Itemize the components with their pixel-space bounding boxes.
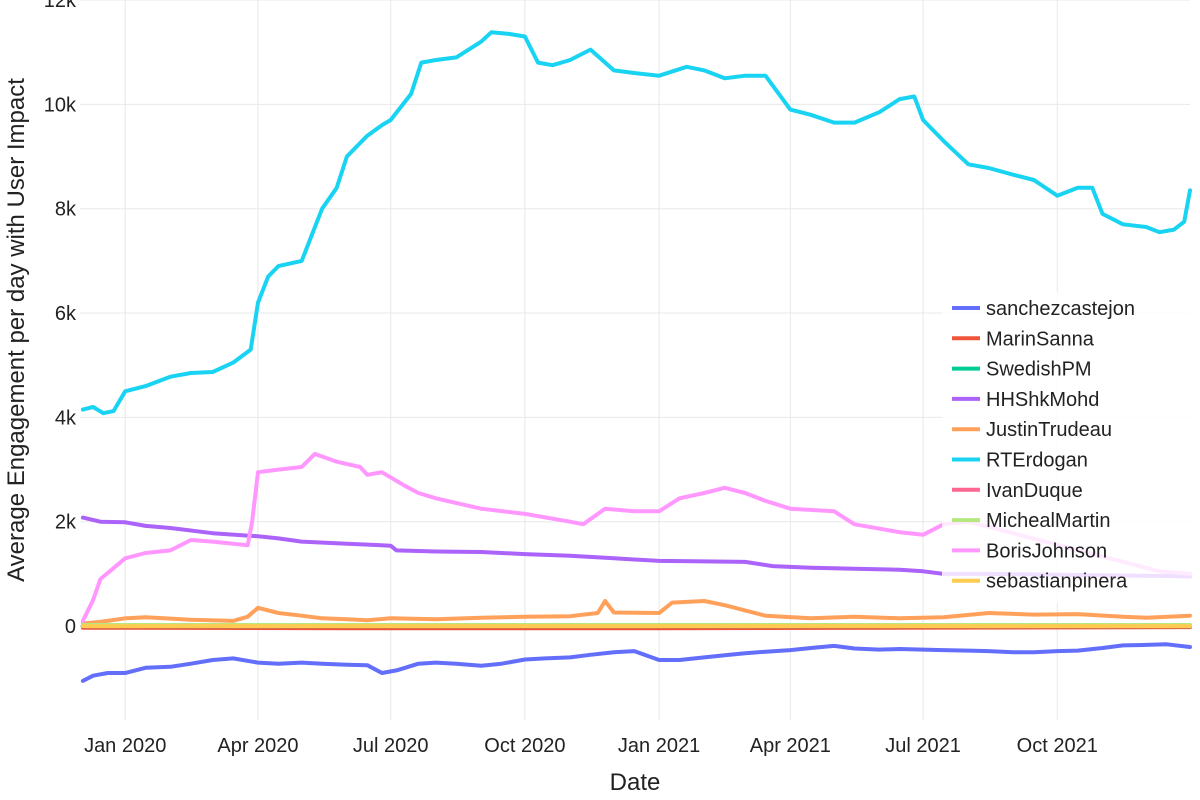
y-tick-label: 4k — [55, 407, 77, 429]
legend-label: MichealMartin — [986, 510, 1110, 532]
y-tick-label: 10k — [44, 94, 77, 116]
y-axis-title: Average Engagement per day with User Imp… — [3, 78, 30, 582]
legend-item-hhshkmohd[interactable]: HHShkMohd — [952, 389, 1099, 411]
y-tick-label: 8k — [55, 199, 77, 221]
legend-label: IvanDuque — [986, 480, 1083, 502]
legend-item-sebastianpinera[interactable]: sebastianpinera — [952, 571, 1128, 593]
legend-background — [942, 292, 1200, 603]
y-tick-label: 0 — [65, 616, 76, 638]
legend-item-rterdogan[interactable]: RTErdogan — [952, 450, 1088, 472]
legend-item-justintrudeau[interactable]: JustinTrudeau — [952, 419, 1112, 441]
series-line-sanchezcastejon[interactable] — [80, 642, 1192, 683]
y-tick-label: 12k — [44, 0, 77, 12]
legend[interactable]: sanchezcastejon MarinSanna SwedishPM HHShkM… — [942, 292, 1200, 603]
legend-label: BorisJohnson — [986, 540, 1107, 562]
legend-label: SwedishPM — [986, 359, 1092, 381]
x-tick-label: Apr 2021 — [750, 735, 831, 757]
x-tick-label: Oct 2020 — [484, 735, 565, 757]
legend-label: sebastianpinera — [986, 571, 1128, 593]
y-tick-label: 6k — [55, 303, 77, 325]
legend-label: MarinSanna — [986, 328, 1095, 350]
x-tick-label: Jul 2021 — [885, 735, 961, 757]
legend-item-ivanduque[interactable]: IvanDuque — [952, 480, 1083, 502]
legend-label: sanchezcastejon — [986, 298, 1135, 320]
series-line-justintrudeau[interactable] — [80, 599, 1192, 626]
legend-item-michealmartin[interactable]: MichealMartin — [952, 510, 1110, 532]
series-line-borisjohnson[interactable] — [80, 451, 1192, 623]
y-tick-label: 2k — [55, 512, 77, 534]
legend-item-swedishpm[interactable]: SwedishPM — [952, 359, 1092, 381]
series-line-rterdogan[interactable] — [80, 30, 1192, 416]
legend-item-sanchezcastejon[interactable]: sanchezcastejon — [952, 298, 1135, 320]
legend-label: RTErdogan — [986, 450, 1088, 472]
y-axis-ticks: 0 2k 4k 6k 8k 10k 12k — [44, 0, 77, 638]
legend-item-borisjohnson[interactable]: BorisJohnson — [952, 540, 1107, 562]
x-tick-label: Jan 2020 — [84, 735, 166, 757]
x-axis-title: Date — [610, 769, 661, 796]
x-axis-ticks: Jan 2020 Apr 2020 Jul 2020 Oct 2020 Jan 2021… — [84, 735, 1098, 757]
legend-label: JustinTrudeau — [986, 419, 1112, 441]
legend-label: HHShkMohd — [986, 389, 1099, 411]
x-tick-label: Oct 2021 — [1017, 735, 1098, 757]
legend-item-marinsanna[interactable]: MarinSanna — [952, 328, 1095, 350]
x-tick-label: Jul 2020 — [353, 735, 429, 757]
x-tick-label: Apr 2020 — [217, 735, 298, 757]
x-tick-label: Jan 2021 — [618, 735, 700, 757]
series-lines — [80, 30, 1192, 683]
